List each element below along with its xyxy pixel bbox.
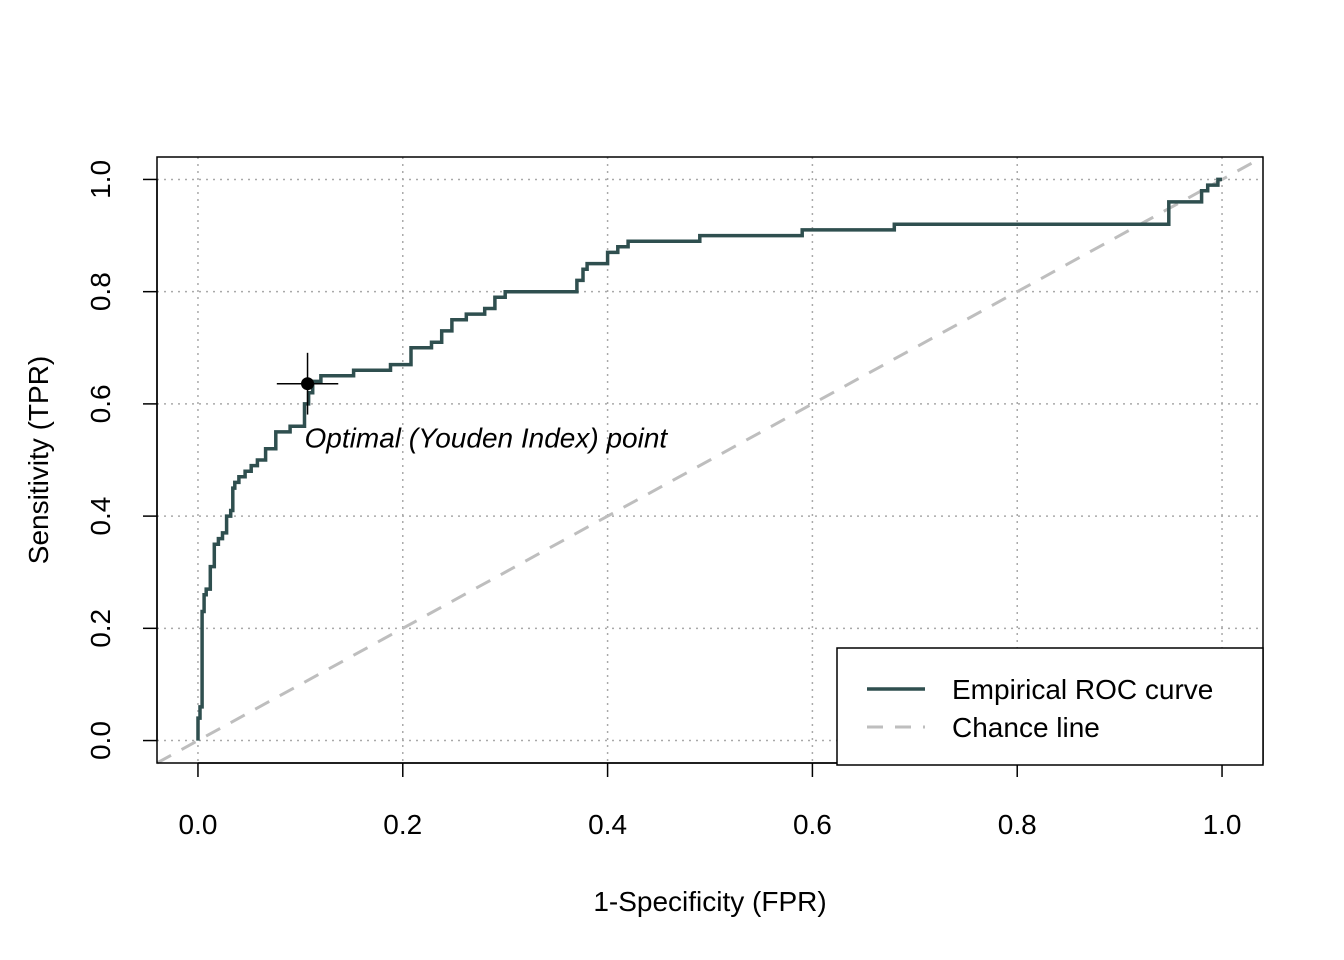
legend-label-chance: Chance line	[952, 712, 1100, 743]
x-tick-label-2: 0.4	[588, 809, 627, 840]
x-axis: 0.0 0.2 0.4 0.6 0.8 1.0	[178, 762, 1242, 840]
optimal-point-annotation: Optimal (Youden Index) point	[305, 423, 669, 454]
roc-curve-layer	[196, 177, 1222, 741]
optimal-point-layer	[276, 352, 339, 415]
optimal-point-marker	[301, 377, 315, 391]
legend-box	[836, 647, 1264, 766]
x-tick-label-1: 0.2	[383, 809, 422, 840]
y-tick-label-2: 0.4	[85, 497, 116, 536]
y-tick-label-0: 0.0	[85, 721, 116, 760]
chance-line	[156, 155, 1264, 765]
legend: Empirical ROC curve Chance line	[836, 647, 1264, 766]
roc-curve	[196, 177, 1222, 741]
chance-line-layer	[156, 155, 1264, 765]
x-tick-label-5: 1.0	[1203, 809, 1242, 840]
x-tick-label-0: 0.0	[178, 809, 217, 840]
y-tick-label-4: 0.8	[85, 272, 116, 311]
x-axis-label: 1-Specificity (FPR)	[593, 886, 826, 917]
y-tick-label-1: 0.2	[85, 609, 116, 648]
y-axis: 0.0 0.2 0.4 0.6 0.8 1.0	[85, 160, 158, 760]
y-axis-label: Sensitivity (TPR)	[23, 356, 54, 564]
y-tick-label-3: 0.6	[85, 384, 116, 423]
x-tick-label-3: 0.6	[793, 809, 832, 840]
legend-label-roc: Empirical ROC curve	[952, 674, 1213, 705]
y-tick-label-5: 1.0	[85, 160, 116, 199]
x-tick-label-4: 0.8	[998, 809, 1037, 840]
